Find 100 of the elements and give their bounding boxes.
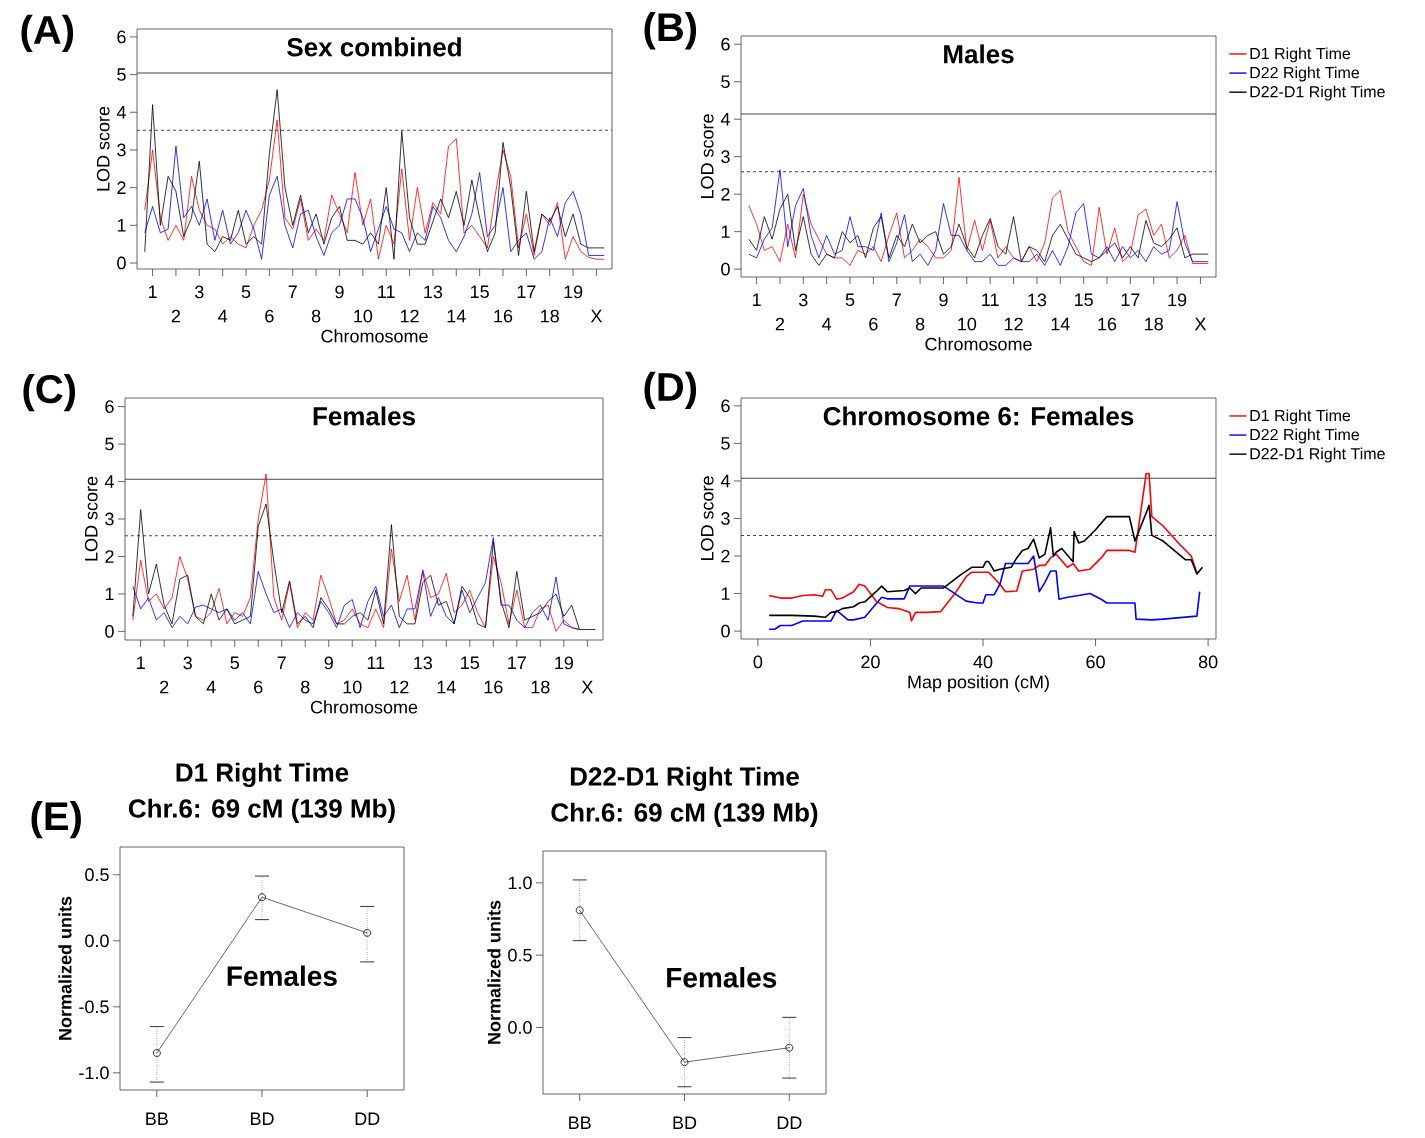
x-tick-label: 11 xyxy=(982,293,999,306)
x-axis-title: Chromosome xyxy=(310,700,418,714)
x-tick-label: 1 xyxy=(137,656,145,669)
text: (B) xyxy=(644,12,697,50)
x-tick-label: 14 xyxy=(437,680,456,694)
x-tick-label: 5 xyxy=(230,656,239,670)
x-tick-label: 13 xyxy=(424,285,443,299)
x-tick-label: 7 xyxy=(288,285,297,298)
y-tick-label: 6 xyxy=(721,37,730,51)
x-tick-label: 7 xyxy=(892,293,901,306)
y-axis-title: LOD score xyxy=(700,476,714,561)
y-axis-title: LOD score xyxy=(96,106,110,191)
x-tick-label: 7 xyxy=(277,656,286,669)
x-tick-label: X xyxy=(581,680,593,694)
x-tick-label: 10 xyxy=(343,680,362,694)
y-axis-title: LOD score xyxy=(84,476,98,561)
x-tick-label: X xyxy=(1194,317,1207,331)
x-tick-label: 1 xyxy=(752,293,761,306)
y-tick-label: 6 xyxy=(721,399,730,413)
y-tick-label: 4 xyxy=(720,474,730,488)
x-tick-label: 14 xyxy=(447,309,466,323)
y-tick-label: 3 xyxy=(117,143,126,157)
x-tick-label: 15 xyxy=(1074,293,1093,307)
x-tick-label: BD xyxy=(250,1112,274,1125)
text: (E) xyxy=(31,801,81,839)
x-tick-label: X xyxy=(590,309,603,323)
x-tick-label: 16 xyxy=(1098,317,1117,331)
x-tick-label: 12 xyxy=(390,680,409,694)
x-tick-label: 2 xyxy=(171,309,181,323)
chart-subtitle: Chr.6: 69 cM (139 Mb) xyxy=(128,798,395,823)
y-axis-title: Normalized units xyxy=(58,896,72,1040)
chart-title: D22-D1 Right Time xyxy=(570,766,799,791)
x-tick-label: 0 xyxy=(753,655,763,669)
y-tick-label: 5 xyxy=(721,437,730,450)
y-axis-title: LOD score xyxy=(700,114,714,199)
x-tick-label: 8 xyxy=(301,680,310,694)
legend-label: D1 Right Time xyxy=(1250,409,1351,425)
x-tick-label: 12 xyxy=(1004,317,1023,331)
x-tick-label: 13 xyxy=(1028,293,1047,307)
x-tick-label: 20 xyxy=(861,655,880,669)
chart-title: Sex combined xyxy=(287,37,461,57)
x-tick-label: 3 xyxy=(183,656,192,670)
y-tick-label: 2 xyxy=(721,187,730,201)
y-tick-label: 0 xyxy=(105,625,114,638)
x-tick-label: 4 xyxy=(206,680,216,694)
y-tick-label: -1.0 xyxy=(79,1066,109,1080)
legend-label: D22 Right Time xyxy=(1250,66,1360,82)
x-tick-label: 10 xyxy=(958,317,977,331)
y-tick-label: 3 xyxy=(721,150,730,164)
y-tick-label: 2 xyxy=(721,549,730,563)
x-tick-label: 6 xyxy=(254,680,263,694)
x-tick-label: 3 xyxy=(194,285,204,299)
x-tick-label: 8 xyxy=(915,317,925,331)
y-tick-label: 1.0 xyxy=(508,876,532,890)
y-tick-label: 1 xyxy=(105,587,114,601)
text: (C) xyxy=(23,374,75,412)
chart-title: Chromosome 6: Females xyxy=(823,406,1134,426)
x-tick-label: 13 xyxy=(414,656,432,670)
x-tick-label: 9 xyxy=(335,285,344,299)
legend-label: D22-D1 Right Time xyxy=(1250,447,1385,463)
annotation: Females xyxy=(667,967,777,988)
x-tick-label: 5 xyxy=(241,285,251,299)
x-tick-label: 15 xyxy=(461,656,480,670)
x-tick-label: 9 xyxy=(939,293,948,307)
x-tick-label: 12 xyxy=(400,309,419,323)
x-tick-label: 1 xyxy=(148,285,157,298)
x-tick-label: 5 xyxy=(845,293,855,307)
text: (D) xyxy=(644,371,697,409)
x-tick-label: 4 xyxy=(218,309,228,323)
x-tick-label: 8 xyxy=(311,309,321,323)
chart-subtitle: Chr.6: 69 cM (139 Mb) xyxy=(551,802,818,827)
x-tick-label: 18 xyxy=(1145,317,1163,331)
x-tick-label: 17 xyxy=(517,285,536,298)
y-tick-label: 1 xyxy=(721,587,730,600)
x-tick-label: 11 xyxy=(378,285,395,298)
y-tick-label: 0 xyxy=(721,262,730,276)
x-tick-label: 18 xyxy=(541,309,559,323)
y-tick-label: 4 xyxy=(116,106,126,119)
y-tick-label: 4 xyxy=(720,113,730,126)
x-tick-label: 2 xyxy=(775,317,785,331)
x-tick-label: 11 xyxy=(367,656,385,669)
x-tick-label: 6 xyxy=(265,309,274,323)
y-tick-label: 5 xyxy=(721,75,730,89)
x-tick-label: 17 xyxy=(1121,293,1140,306)
y-tick-label: 0.0 xyxy=(508,1021,532,1034)
y-tick-label: 0 xyxy=(117,256,126,270)
y-tick-label: 2 xyxy=(105,550,114,563)
y-axis-title: Normalized units xyxy=(487,900,501,1044)
y-tick-label: -0.5 xyxy=(79,1000,109,1014)
y-tick-label: 2 xyxy=(117,181,126,194)
x-tick-label: DD xyxy=(777,1116,802,1129)
y-tick-label: 3 xyxy=(105,512,114,526)
x-axis-title: Chromosome xyxy=(321,329,428,343)
x-tick-label: 19 xyxy=(555,656,573,670)
x-tick-label: 80 xyxy=(1198,655,1218,669)
y-tick-label: 0.5 xyxy=(85,868,109,882)
legend-label: D22-D1 Right Time xyxy=(1250,85,1385,101)
x-tick-label: 40 xyxy=(973,655,993,669)
chart-title: D1 Right Time xyxy=(176,762,349,787)
x-tick-label: 10 xyxy=(354,309,373,323)
